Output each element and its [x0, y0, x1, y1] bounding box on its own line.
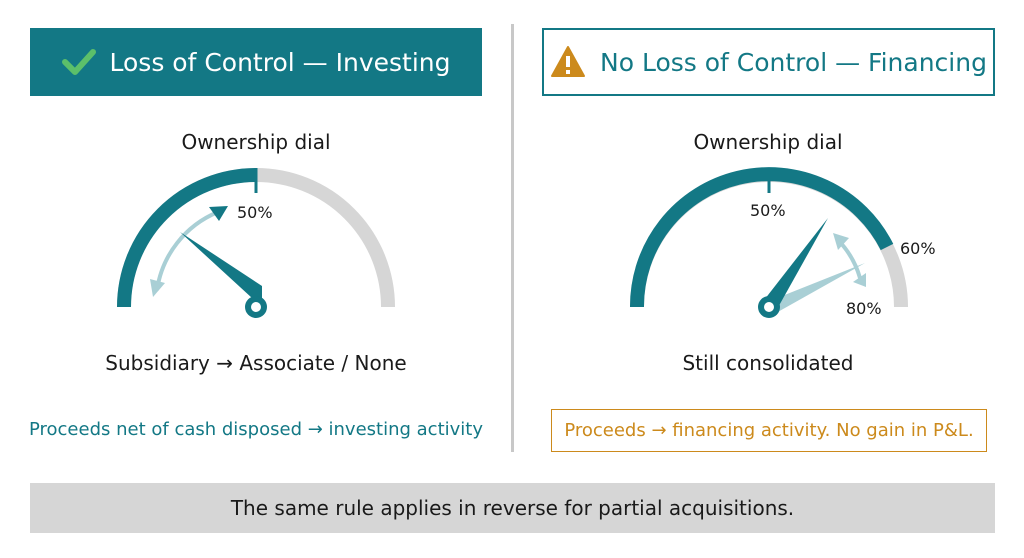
- footer-banner: The same rule applies in reverse for par…: [30, 483, 995, 533]
- right-movement-arrow: [836, 238, 862, 279]
- right-dial-needle: [761, 218, 828, 311]
- left-arrow-head-top: [209, 206, 228, 221]
- right-caption: Still consolidated: [682, 351, 854, 375]
- left-dial-track: [117, 168, 395, 308]
- right-label-60: 60%: [900, 239, 936, 258]
- right-tick-label-50: 50%: [750, 201, 786, 220]
- header-right-title: No Loss of Control — Financing: [600, 47, 987, 77]
- center-divider: [511, 24, 514, 452]
- left-dial-title: Ownership dial: [181, 130, 331, 154]
- check-icon: [61, 48, 96, 76]
- left-movement-arrow: [155, 210, 219, 291]
- left-note: Proceeds net of cash disposed → investin…: [28, 419, 484, 440]
- left-dial-fill: [117, 168, 257, 308]
- header-loss-of-control: Loss of Control — Investing: [30, 28, 482, 96]
- left-caption: Subsidiary → Associate / None: [105, 351, 407, 375]
- left-dial-needle: [180, 232, 262, 312]
- warning-icon: [550, 45, 586, 79]
- footer-text: The same rule applies in reverse for par…: [230, 496, 795, 520]
- header-left-title: Loss of Control — Investing: [109, 47, 451, 77]
- right-needle-80: [772, 263, 865, 313]
- header-no-loss-of-control: No Loss of Control — Financing: [542, 28, 995, 96]
- right-arrow-head-top: [833, 233, 849, 250]
- left-tick-label-50: 50%: [237, 203, 273, 222]
- left-needle-hub: [245, 296, 267, 318]
- right-dial-fill: [629, 167, 894, 308]
- right-arrow-head-bottom: [853, 273, 866, 287]
- right-note: Proceeds → financing activity. No gain i…: [551, 409, 987, 452]
- right-dial-title: Ownership dial: [693, 130, 843, 154]
- right-needle-hub: [758, 296, 780, 318]
- right-dial-track: [630, 168, 908, 308]
- left-arrow-head-bottom: [150, 279, 165, 297]
- right-label-80: 80%: [846, 299, 882, 318]
